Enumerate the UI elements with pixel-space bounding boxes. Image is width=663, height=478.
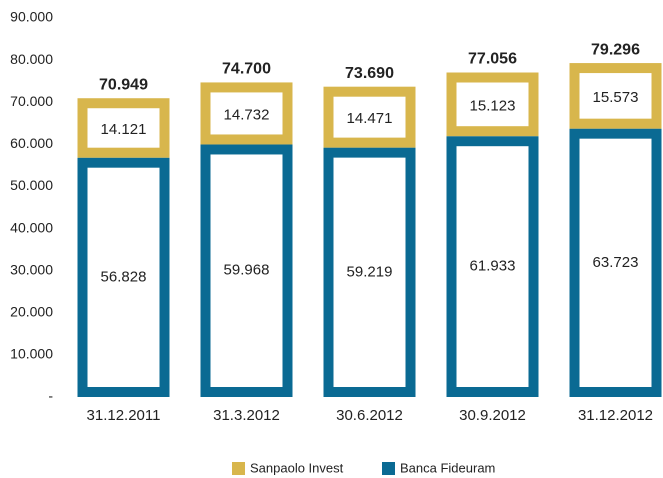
bar-segment <box>323 147 416 397</box>
y-tick-label: 20.000 <box>10 303 53 319</box>
bar-segment <box>323 86 416 148</box>
legend-label: Banca Fideuram <box>400 460 495 475</box>
value-label: 14.121 <box>101 121 147 138</box>
value-label: 63.723 <box>593 254 639 271</box>
y-tick-label: - <box>48 388 53 404</box>
y-tick-label: 30.000 <box>10 261 53 277</box>
y-tick-label: 90.000 <box>10 9 53 25</box>
x-tick-label: 31.12.2012 <box>578 407 653 424</box>
y-tick-label: 70.000 <box>10 93 53 109</box>
value-label: 15.123 <box>470 97 516 114</box>
bar-segment <box>200 82 293 145</box>
total-label: 77.056 <box>468 51 517 68</box>
total-label: 70.949 <box>99 76 148 93</box>
bar-segment <box>569 128 662 397</box>
value-label: 56.828 <box>101 268 147 285</box>
legend-label: Sanpaolo Invest <box>250 460 344 475</box>
y-tick-label: 40.000 <box>10 219 53 235</box>
bar-segment <box>200 144 293 397</box>
value-label: 15.573 <box>593 89 639 106</box>
bar-segment <box>446 136 539 397</box>
legend-swatch <box>382 462 395 475</box>
total-label: 73.690 <box>345 65 394 82</box>
total-label: 79.296 <box>591 41 640 58</box>
y-tick-label: 60.000 <box>10 135 53 151</box>
bar-segment <box>569 63 662 129</box>
bar-segment <box>446 72 539 137</box>
value-label: 14.732 <box>224 106 270 123</box>
value-label: 61.933 <box>470 258 516 275</box>
y-tick-label: 50.000 <box>10 177 53 193</box>
x-tick-label: 31.12.2011 <box>87 407 161 424</box>
x-tick-label: 30.6.2012 <box>336 407 403 424</box>
y-tick-label: 10.000 <box>10 346 53 362</box>
value-label: 14.471 <box>347 110 393 127</box>
y-tick-label: 80.000 <box>10 51 53 67</box>
x-tick-label: 30.9.2012 <box>459 407 526 424</box>
bar-segment <box>77 98 170 158</box>
x-tick-label: 31.3.2012 <box>213 407 280 424</box>
total-label: 74.700 <box>222 61 271 78</box>
value-label: 59.968 <box>224 262 270 279</box>
bar-segment <box>77 157 170 397</box>
legend-swatch <box>232 462 245 475</box>
value-label: 59.219 <box>347 263 393 280</box>
